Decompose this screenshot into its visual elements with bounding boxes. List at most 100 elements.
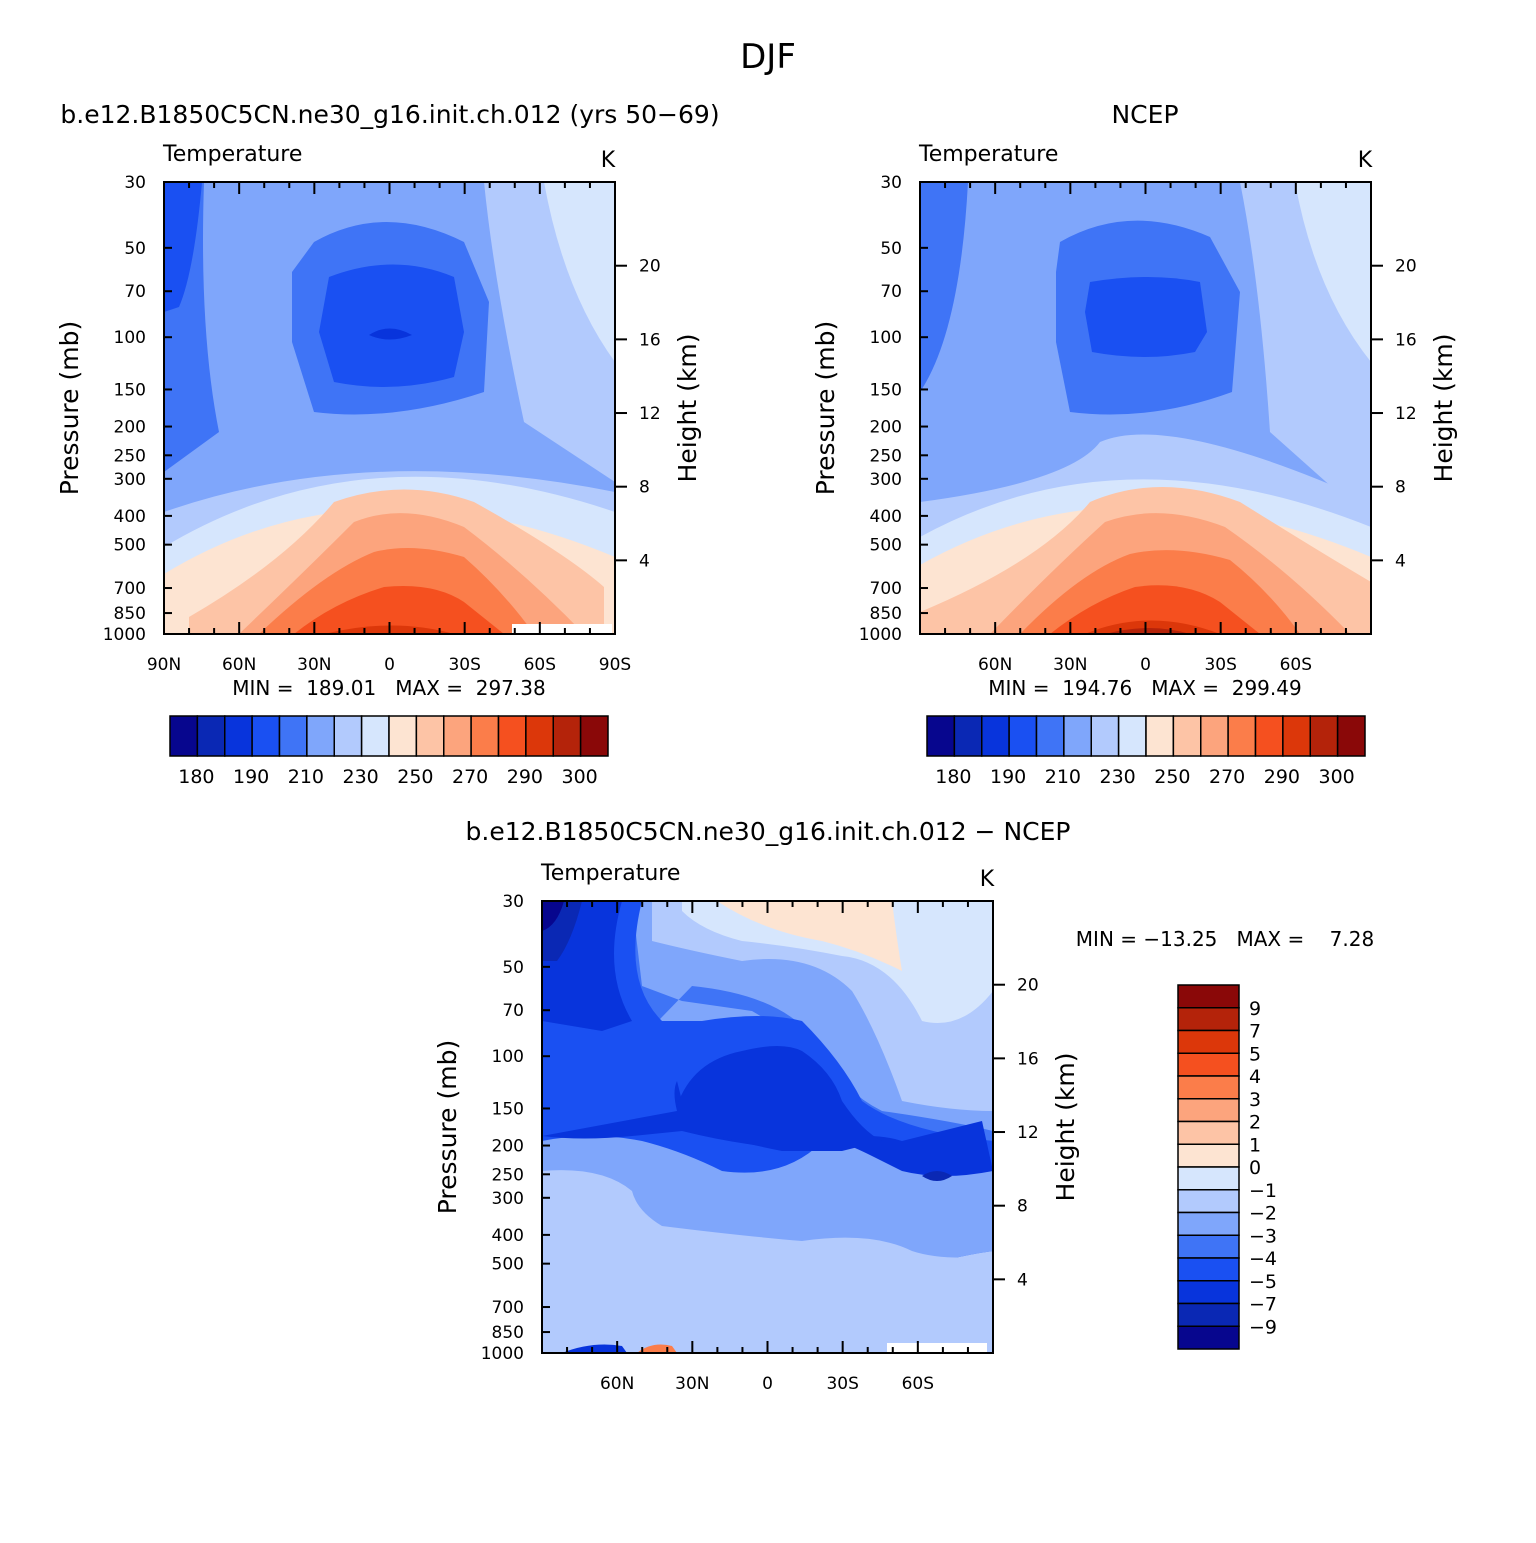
pressure-tick-label: 30 (880, 173, 902, 193)
colorbar-swatch (1200, 715, 1229, 757)
height-tick-label: 20 (1017, 976, 1039, 996)
pressure-tick-label: 30 (502, 892, 524, 912)
colorbar-swatch (497, 715, 527, 757)
colorbar-swatch (953, 715, 983, 757)
colorbar-swatch (169, 715, 199, 757)
band (1085, 277, 1207, 357)
panel-ncep-ylabel: Pressure (mb) (811, 321, 840, 495)
height-tick-label: 4 (1017, 1270, 1028, 1290)
band (542, 1170, 993, 1353)
pressure-tick-label: 700 (114, 579, 146, 599)
panel-ncep-ylabel-right: Height (km) (1429, 334, 1458, 483)
height-tick-label: 8 (1395, 478, 1406, 498)
panel-model-stats: MIN = 189.01 MAX = 297.38 (232, 676, 545, 700)
band (512, 624, 612, 634)
colorbar-swatch (1177, 1007, 1240, 1032)
colorbar-swatch (1035, 715, 1065, 757)
band (1105, 628, 1190, 634)
pressure-tick-label: 50 (880, 239, 902, 259)
lat-tick-label: 30N (297, 655, 331, 675)
band (294, 586, 504, 634)
lat-tick-label: 60N (222, 655, 256, 675)
colorbar-swatch (388, 715, 418, 757)
height-tick-label: 4 (1395, 551, 1406, 571)
colorbar-swatch (1254, 715, 1284, 757)
pressure-tick-label: 100 (492, 1047, 524, 1067)
colorbar-label: 210 (1045, 766, 1081, 788)
height-tick-label: 16 (1395, 330, 1417, 350)
colorbar-swatch (360, 715, 390, 757)
band (682, 901, 993, 1023)
colorbar-swatch (1309, 715, 1339, 757)
pressure-tick-label: 50 (124, 239, 146, 259)
colorbar-label: 0 (1249, 1157, 1261, 1179)
pressure-tick-label: 300 (870, 470, 902, 490)
colorbar-swatch (470, 715, 500, 757)
colorbar-swatch (1177, 1166, 1240, 1191)
pressure-tick-label: 1000 (103, 625, 146, 645)
panel-ncep: NCEP Temperature K 305070100150200250300… (811, 100, 1458, 788)
band (1050, 585, 1260, 634)
height-tick-label: 12 (1395, 404, 1417, 424)
pressure-tick-label: 250 (492, 1165, 524, 1185)
colorbar-swatch (552, 715, 582, 757)
colorbar-label: 3 (1249, 1089, 1261, 1111)
colorbar-label: −7 (1249, 1294, 1277, 1316)
pressure-tick-label: 100 (870, 328, 902, 348)
lat-tick-label: 60N (600, 1374, 634, 1394)
colorbar-swatch (1177, 1052, 1240, 1077)
colorbar-swatch (926, 715, 956, 757)
pressure-tick-label: 30 (124, 173, 146, 193)
colorbar-label: 250 (397, 766, 433, 788)
pressure-tick-label: 300 (492, 1189, 524, 1209)
lat-tick-label: 30S (826, 1374, 858, 1394)
panel-model-subtitle: b.e12.B1850C5CN.ne30_g16.init.ch.012 (yr… (60, 100, 719, 129)
band (542, 901, 564, 931)
pressure-tick-label: 400 (114, 507, 146, 527)
panel-diff-ylabel: Pressure (mb) (433, 1040, 462, 1214)
height-tick-label: 16 (639, 330, 661, 350)
colorbar-swatch (1177, 1234, 1240, 1259)
colorbar-swatch (1227, 715, 1257, 757)
colorbar-swatch (1117, 715, 1147, 757)
colorbar-swatch (443, 715, 472, 757)
pressure-tick-label: 200 (492, 1137, 524, 1157)
pressure-tick-label: 400 (492, 1226, 524, 1246)
colorbar-label: −1 (1249, 1180, 1277, 1202)
colorbar-label: 270 (452, 766, 488, 788)
pressure-tick-label: 700 (870, 579, 902, 599)
colorbar-swatch (1177, 1325, 1240, 1350)
colorbar-swatch (1145, 715, 1175, 757)
panel-ncep-field (920, 182, 1371, 634)
panel-model-colorbar: 180 190 210 230 250 270 290 300 (169, 715, 609, 788)
colorbar-label: 190 (990, 766, 1026, 788)
colorbar-swatch (579, 715, 609, 757)
lat-tick-label: 30S (1204, 655, 1236, 675)
colorbar-label: 300 (561, 766, 597, 788)
band (1085, 620, 1220, 634)
pressure-tick-label: 400 (870, 507, 902, 527)
panel-model: b.e12.B1850C5CN.ne30_g16.init.ch.012 (yr… (55, 100, 720, 788)
panel-diff-units: K (980, 867, 995, 892)
pressure-tick-label: 150 (492, 1099, 524, 1119)
colorbar-swatch (1177, 984, 1240, 1009)
colorbar-swatch (981, 715, 1010, 757)
colorbar-swatch (1177, 1075, 1240, 1100)
colorbar-swatch (1282, 715, 1311, 757)
colorbar-label: 290 (507, 766, 543, 788)
colorbar-swatch (1177, 1302, 1240, 1327)
colorbar-swatch (1008, 715, 1038, 757)
height-tick-label: 8 (1017, 1197, 1028, 1217)
colorbar-label: 4 (1249, 1066, 1261, 1088)
colorbar-swatch (1336, 715, 1366, 757)
lat-tick-label: 0 (384, 655, 395, 675)
height-tick-label: 8 (639, 478, 650, 498)
colorbar-label: 5 (1249, 1043, 1261, 1065)
lat-tick-label: 0 (1140, 655, 1151, 675)
pressure-tick-label: 1000 (859, 625, 902, 645)
colorbar-label: 250 (1154, 766, 1190, 788)
